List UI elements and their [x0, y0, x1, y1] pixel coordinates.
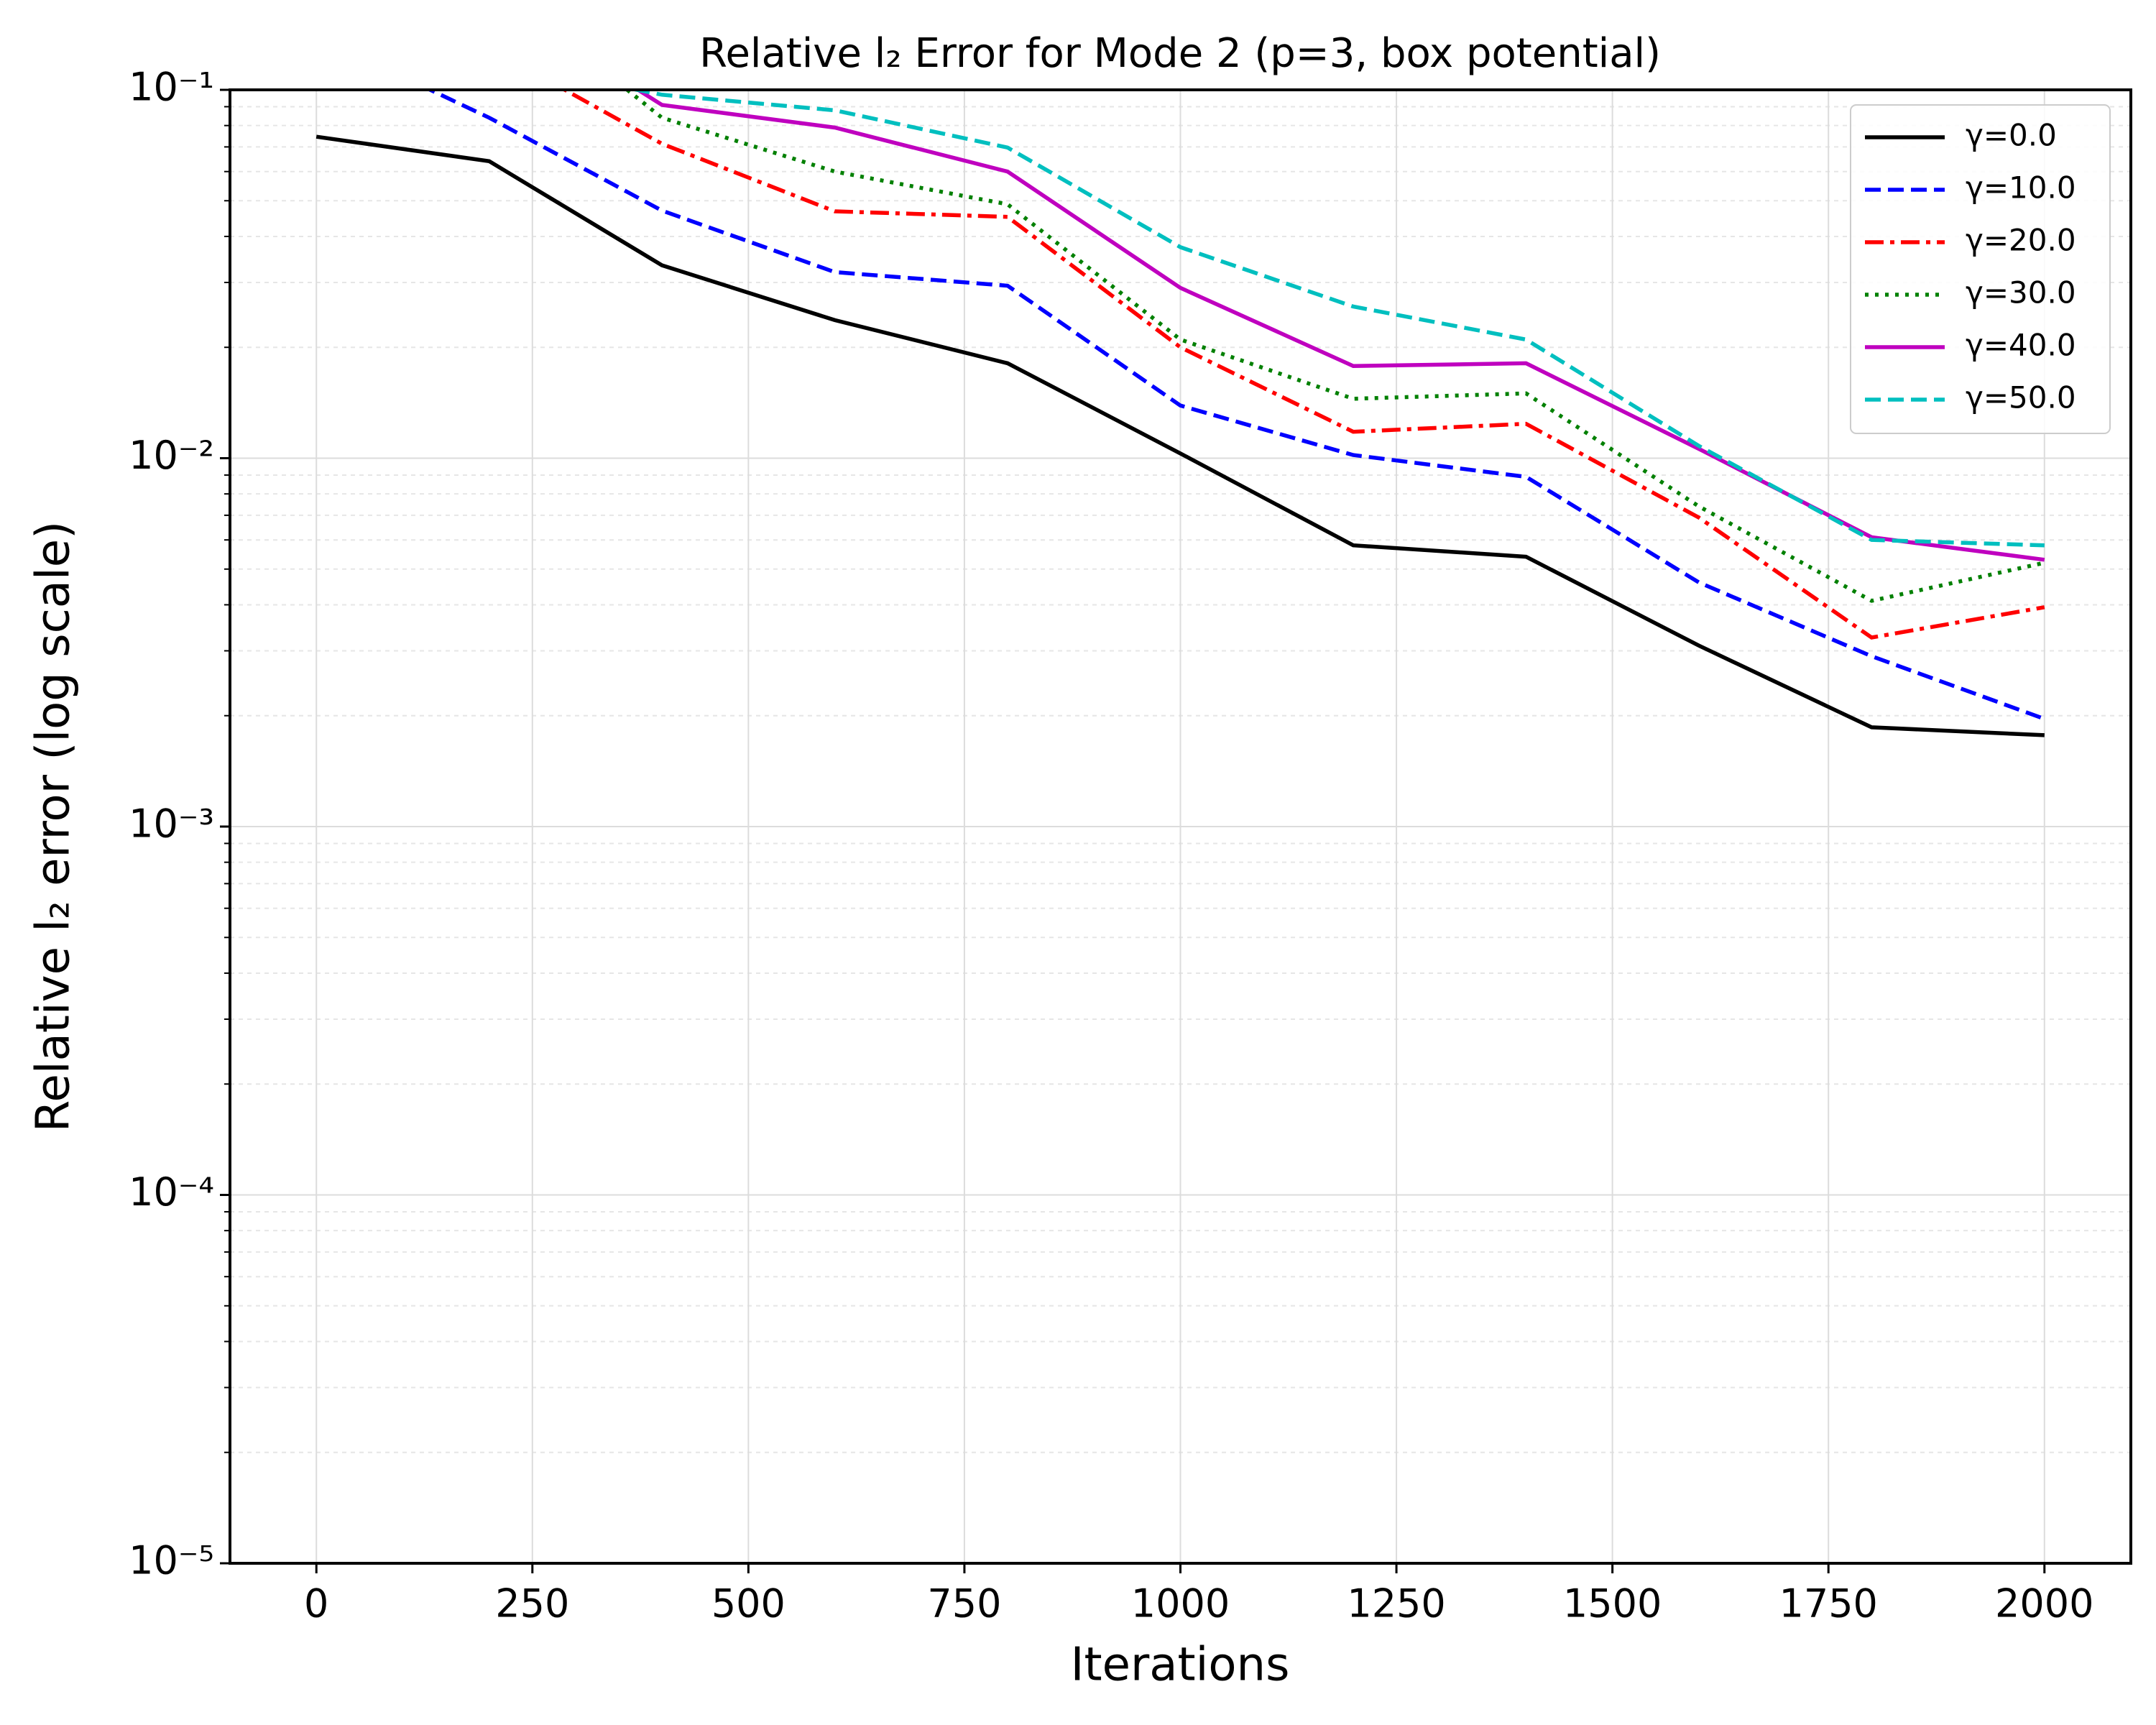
x-tick-label: 1750 — [1779, 1581, 1877, 1627]
x-tick-label: 250 — [495, 1581, 569, 1627]
x-tick-label: 750 — [927, 1581, 1001, 1627]
series-line — [627, 90, 2045, 548]
series-line — [315, 134, 2045, 737]
series-line — [624, 90, 2045, 603]
legend-label: γ=20.0 — [1966, 223, 2076, 258]
y-axis-label: Relative l₂ error (log scale) — [27, 521, 80, 1132]
x-tick-label: 1000 — [1131, 1581, 1230, 1627]
x-tick-label: 1250 — [1347, 1581, 1445, 1627]
y-tick-label: 10⁻² — [129, 433, 214, 478]
legend-label: γ=30.0 — [1966, 275, 2076, 310]
legend-box — [1850, 104, 2111, 434]
series-line — [561, 90, 2045, 640]
y-tick-label: 10⁻³ — [129, 801, 214, 847]
plot-lines — [315, 90, 2045, 737]
legend-label: γ=10.0 — [1966, 170, 2076, 206]
legend-label: γ=50.0 — [1966, 380, 2076, 415]
plot-frame — [229, 88, 2132, 1565]
x-tick-label: 500 — [711, 1581, 786, 1627]
series-line — [425, 90, 2045, 721]
y-tick-label: 10⁻⁴ — [129, 1169, 214, 1215]
x-axis-label: Iterations — [1071, 1639, 1290, 1692]
legend-label: γ=0.0 — [1966, 118, 2057, 153]
y-tick-label: 10⁻⁵ — [129, 1538, 214, 1583]
x-tick-label: 0 — [304, 1581, 328, 1627]
x-tick-label: 1500 — [1563, 1581, 1662, 1627]
legend-label: γ=40.0 — [1966, 328, 2076, 363]
y-tick-label: 10⁻¹ — [129, 65, 214, 110]
x-tick-label: 2000 — [1995, 1581, 2093, 1627]
chart-title: Relative l₂ Error for Mode 2 (p=3, box p… — [699, 30, 1661, 77]
